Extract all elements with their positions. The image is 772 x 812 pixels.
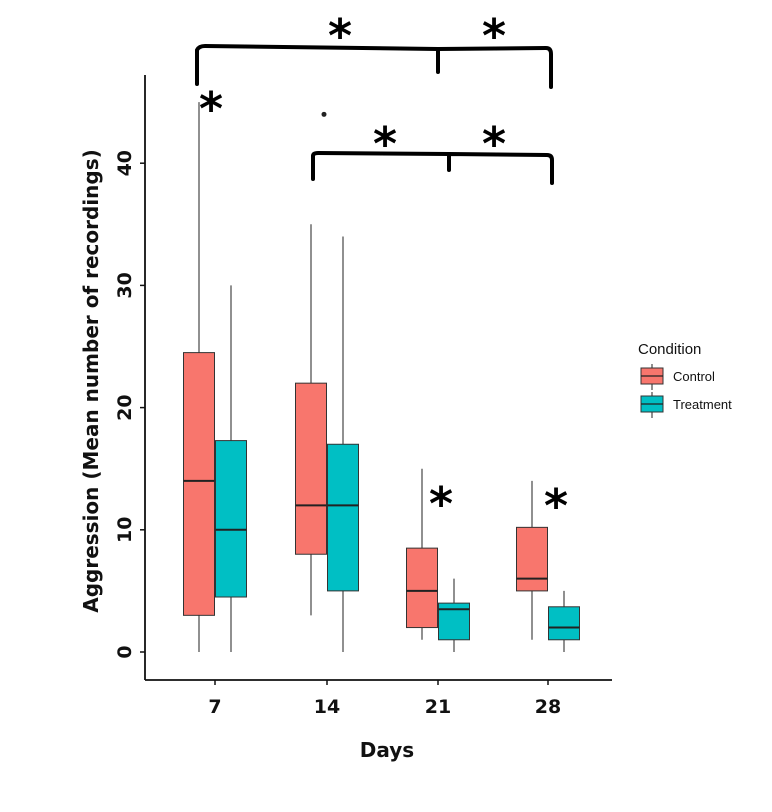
bracket-middle	[311, 151, 554, 185]
y-axis-title: Aggression (Mean number of recordings)	[79, 149, 103, 613]
plot-area: 0 10 20 30 40 7 14 21 28	[114, 75, 612, 718]
box-control	[183, 352, 215, 616]
significance-asterisk: *	[328, 9, 352, 63]
box-control	[295, 382, 327, 555]
box-treatment	[215, 440, 247, 598]
significance-asterisk: *	[482, 117, 506, 171]
x-tick-label: 7	[208, 696, 221, 718]
significance-brackets: * * * * * * *	[195, 9, 568, 533]
significance-asterisk: *	[482, 9, 506, 63]
significance-asterisk: *	[199, 82, 223, 136]
bracket-top	[195, 44, 553, 89]
box-control	[406, 547, 438, 629]
legend: Condition Control Treatment	[638, 341, 732, 418]
x-tick-label: 21	[425, 696, 451, 718]
legend-label-control: Control	[673, 369, 715, 384]
box-treatment	[548, 606, 580, 641]
y-tick-label: 40	[114, 150, 136, 176]
x-axis-title: Days	[360, 738, 414, 762]
x-tick-label: 14	[314, 696, 340, 718]
y-tick-label: 10	[114, 517, 136, 543]
y-tick-label: 20	[114, 394, 136, 420]
y-tick-label: 0	[114, 645, 136, 658]
y-tick-label: 30	[114, 272, 136, 298]
outlier-control	[321, 111, 327, 117]
legend-title: Condition	[638, 341, 701, 358]
significance-asterisk: *	[544, 479, 568, 533]
box-control	[516, 526, 548, 592]
significance-asterisk: *	[373, 117, 397, 171]
significance-asterisk: *	[429, 477, 453, 531]
box-treatment	[327, 443, 359, 592]
legend-label-treatment: Treatment	[673, 397, 732, 412]
x-tick-label: 28	[535, 696, 561, 718]
